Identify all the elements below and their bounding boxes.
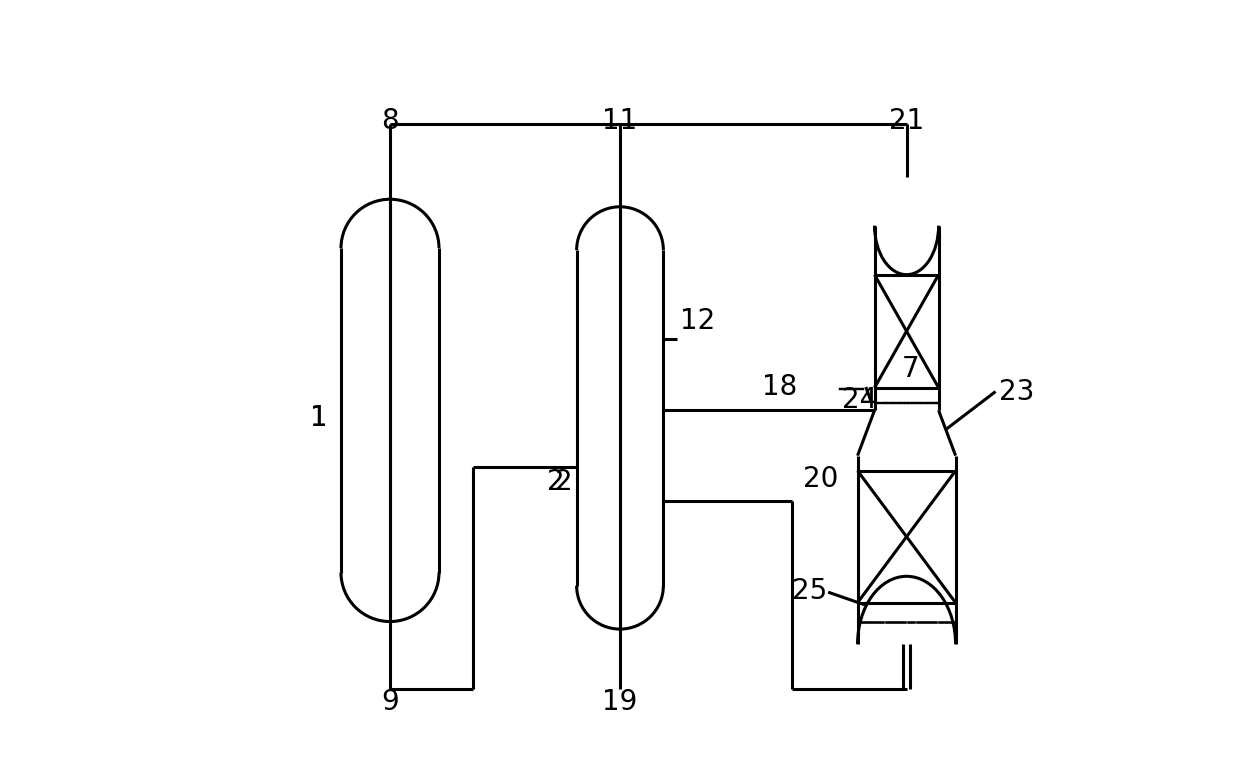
- Text: 7: 7: [901, 355, 919, 383]
- Text: 11: 11: [603, 108, 637, 135]
- Text: 23: 23: [998, 378, 1034, 406]
- Text: 25: 25: [792, 578, 827, 605]
- Text: 18: 18: [761, 373, 797, 402]
- Text: 21: 21: [889, 108, 924, 135]
- Text: 12: 12: [680, 307, 715, 335]
- Text: 2: 2: [554, 468, 572, 496]
- Text: 24: 24: [842, 386, 878, 413]
- Text: 2: 2: [547, 468, 564, 496]
- Text: 19: 19: [603, 688, 637, 716]
- Text: 8: 8: [381, 108, 399, 135]
- Text: 9: 9: [381, 688, 399, 716]
- Text: 1: 1: [310, 404, 327, 432]
- Text: 1: 1: [310, 404, 327, 432]
- Text: 20: 20: [804, 465, 838, 493]
